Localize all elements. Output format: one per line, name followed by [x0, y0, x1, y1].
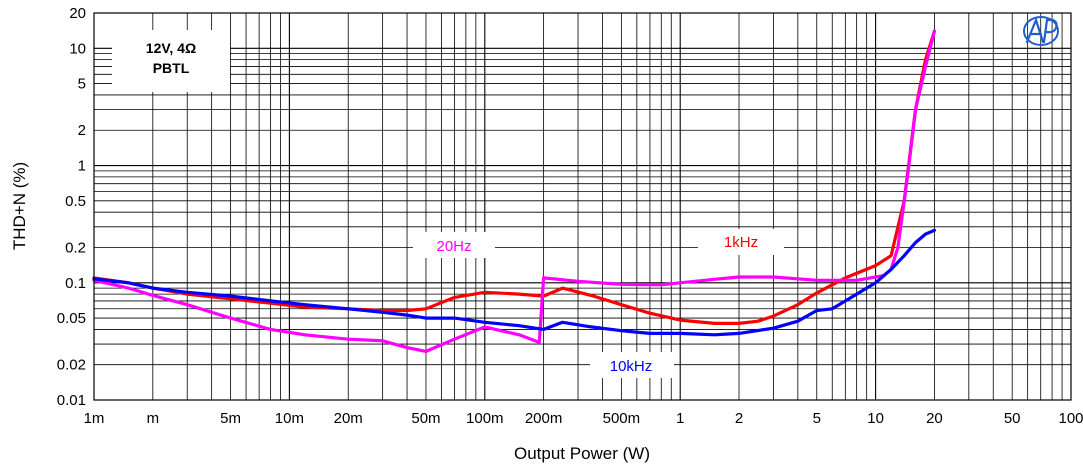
x-tick-label: 100: [1058, 410, 1083, 427]
y-tick-label: 5: [78, 76, 86, 93]
series-labels: 20Hz 1kHz 10kHz: [413, 229, 784, 378]
x-tick-label: 20m: [334, 410, 363, 427]
series-label-1khz: 1kHz: [724, 234, 758, 251]
ap-logo-p: [1042, 18, 1058, 44]
label-20hz-bg: [413, 232, 495, 258]
x-tick-label: 5: [813, 410, 821, 427]
data-lines: [92, 29, 936, 353]
y-tick-label: 20: [69, 5, 86, 22]
label-1khz-bg: [698, 229, 784, 255]
y-tick-label: 0.05: [57, 310, 86, 327]
x-tick-label: 5m: [220, 410, 241, 427]
series-line-1khz: [92, 29, 936, 325]
x-tick-label: 10: [867, 410, 884, 427]
ap-logo-ring: [1023, 16, 1059, 46]
x-tick-label: 2: [735, 410, 743, 427]
y-tick-label: 0.2: [65, 239, 86, 256]
y-tick-label: 0.02: [57, 357, 86, 374]
y-axis-label: THD+N (%): [10, 162, 29, 250]
condition-box-line2: PBTL: [153, 60, 190, 76]
x-tick-label: 200m: [525, 410, 563, 427]
y-tick-label: 10: [69, 40, 86, 57]
label-10khz-bg: [590, 352, 674, 378]
y-tick-label: 0.1: [65, 275, 86, 292]
x-tick-label: 10m: [275, 410, 304, 427]
x-tick-label: 1m: [84, 410, 105, 427]
plot-frame: [93, 12, 1072, 401]
y-tick-label: 1: [78, 158, 86, 175]
x-axis-label: Output Power (W): [514, 444, 650, 463]
y-tick-label: 0.01: [57, 392, 86, 409]
x-tick-label: 500m: [603, 410, 641, 427]
x-tick-label: 50: [1004, 410, 1021, 427]
x-tick-label: m: [147, 410, 160, 427]
series-line-20hz: [92, 29, 936, 353]
series-label-20hz: 20Hz: [436, 238, 471, 255]
x-tick-label: 50m: [411, 410, 440, 427]
x-tick-label: 100m: [466, 410, 504, 427]
condition-box-bg: [112, 30, 230, 92]
tick-labels: 1m m 5m 10m 20m 50m 100m 200m 500m 1 2 5 10 20 50 10020…: [57, 5, 1083, 427]
y-tick-label: 2: [78, 122, 86, 139]
x-tick-label: 20: [926, 410, 943, 427]
series-line-10khz: [92, 228, 936, 337]
series-label-10khz: 10kHz: [610, 358, 653, 375]
ap-logo: [1023, 16, 1059, 46]
condition-box: 12V, 4Ω PBTL: [112, 30, 230, 92]
ap-logo-a: [1025, 16, 1045, 44]
condition-box-line1: 12V, 4Ω: [146, 40, 196, 56]
x-tick-label: 1: [676, 410, 684, 427]
y-tick-label: 0.5: [65, 193, 86, 210]
